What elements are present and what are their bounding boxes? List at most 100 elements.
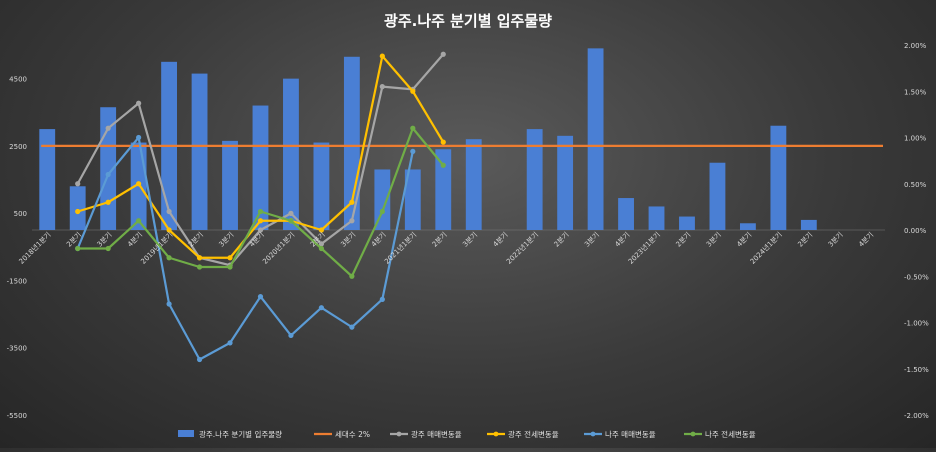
series-point <box>410 125 416 131</box>
y-right-tick-label: -1.50% <box>904 366 929 374</box>
series-point <box>105 245 111 252</box>
x-tick-label: 2분기 <box>674 230 693 249</box>
series-point <box>257 227 264 233</box>
x-tick-label: 2022년1분기 <box>504 230 540 266</box>
series-point <box>75 245 81 252</box>
bar <box>69 186 86 230</box>
x-tick-label: 3분기 <box>339 230 358 249</box>
legend-swatch-marker <box>493 431 499 437</box>
series-point <box>288 210 294 216</box>
bar <box>465 139 482 230</box>
y-right-tick-label: -2.00% <box>904 412 929 420</box>
bar <box>283 78 299 231</box>
bar <box>557 135 574 230</box>
series-point <box>410 88 416 94</box>
legend-label: 광주 매매변동율 <box>411 429 462 439</box>
y-left-tick-label: 2500 <box>9 143 27 151</box>
series-point <box>75 181 81 187</box>
bar <box>191 73 208 230</box>
legend-swatch-marker <box>590 431 596 437</box>
x-tick-label: 2024년1분기 <box>748 230 784 266</box>
y-left-tick-label: -5500 <box>7 412 27 420</box>
series-line <box>76 136 414 361</box>
series-point <box>288 218 294 224</box>
legend-label: 광주 전세변동율 <box>508 429 559 439</box>
series-point <box>196 356 203 363</box>
y-right-tick-label: -1.00% <box>904 320 929 328</box>
series-point <box>379 53 385 59</box>
series-point <box>379 84 385 90</box>
series-point <box>136 100 142 106</box>
x-tick-label: 2023년1분기 <box>626 230 662 266</box>
y-right-tick-label: 1.00% <box>904 135 927 143</box>
series-point <box>379 296 385 302</box>
legend-label: 나주 매매변동율 <box>605 430 656 439</box>
legend-swatch-marker <box>690 431 696 437</box>
series-point <box>349 324 355 330</box>
legend-label: 광주.나주 분기별 입주물량 <box>199 429 282 439</box>
bar <box>618 198 634 230</box>
bar <box>526 129 543 230</box>
series-point <box>166 301 172 307</box>
series-point <box>166 227 172 233</box>
series-point <box>440 51 446 57</box>
series-point <box>105 199 111 205</box>
series-point <box>196 255 203 261</box>
legend-swatch <box>178 430 194 437</box>
series-point <box>257 208 264 215</box>
series-point <box>288 332 294 339</box>
x-tick-label: 2분기 <box>186 230 205 249</box>
x-tick-label: 3분기 <box>217 230 236 249</box>
legend-label: 나주 전세변동율 <box>705 429 756 439</box>
bar <box>800 219 817 230</box>
series-point <box>379 208 385 215</box>
bar <box>648 206 665 230</box>
axes: -5500 -3500 -1500 500 2500 4500 -2.00% -1.50% -1… <box>7 42 929 420</box>
series-point <box>349 218 355 224</box>
series-point <box>166 255 172 261</box>
line-series <box>75 51 446 363</box>
x-tick-label: 4분기 <box>125 230 144 249</box>
bar <box>709 162 726 230</box>
y-right-tick-label: 1.50% <box>904 88 927 96</box>
x-tick-label: 3분기 <box>704 230 723 249</box>
bar <box>252 105 269 230</box>
x-tick-label: 2021년1분기 <box>382 230 418 266</box>
series-point <box>440 139 446 145</box>
legend-label: 세대수 2% <box>335 430 370 439</box>
x-tick-label: 4분기 <box>857 230 876 249</box>
x-tick-label: 2분기 <box>552 230 571 249</box>
series-point <box>318 245 325 252</box>
series-point <box>136 218 142 224</box>
bar <box>770 125 787 230</box>
series-point <box>349 199 355 205</box>
y-left-tick-label: -1500 <box>7 277 27 285</box>
bar <box>374 169 391 230</box>
x-tick-label: 4분기 <box>735 230 754 249</box>
bar <box>679 216 695 230</box>
y-left-tick-label: 500 <box>14 210 27 218</box>
series-point <box>257 218 264 224</box>
chart-title: 광주.나주 분기별 입주물량 <box>384 12 552 30</box>
bar-series <box>39 48 817 231</box>
y-right-tick-label: 0.00% <box>904 227 927 235</box>
series-point <box>105 171 111 178</box>
x-tick-label: 4분기 <box>491 230 510 249</box>
bar <box>739 223 756 230</box>
bar <box>404 169 421 230</box>
x-tick-label: 3분기 <box>582 230 601 249</box>
x-tick-label: 3분기 <box>826 230 845 249</box>
bar <box>313 142 330 230</box>
legend: 광주.나주 분기별 입주물량 세대수 2% 광주 매매변동율 광주 전세변동율 나주 매… <box>178 429 756 439</box>
series-point <box>227 255 233 261</box>
x-tick-label: 2분기 <box>796 230 815 249</box>
y-right-tick-label: 2.00% <box>904 42 927 50</box>
series-point <box>196 264 203 270</box>
series-point <box>136 134 142 141</box>
series-point <box>257 294 264 300</box>
series-point <box>136 181 142 187</box>
series-point <box>105 125 111 131</box>
series-point <box>410 148 416 154</box>
